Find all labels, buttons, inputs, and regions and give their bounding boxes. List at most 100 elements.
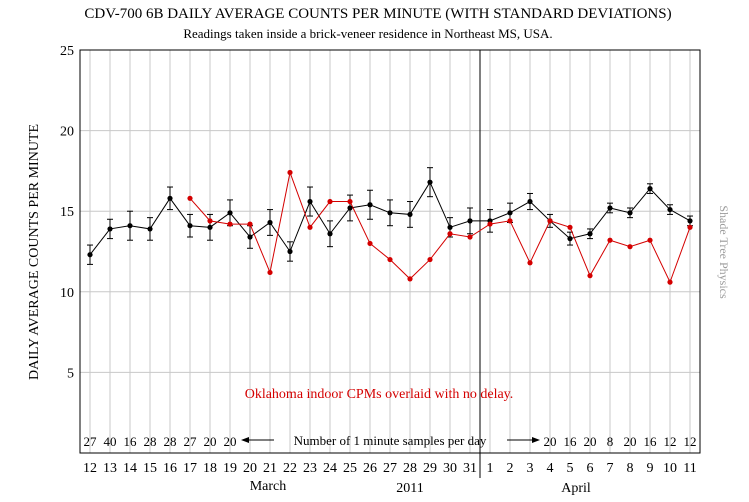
x-tick-label: 13 — [103, 461, 117, 476]
data-point-series-2 — [567, 224, 573, 230]
data-point-series-2 — [407, 276, 413, 282]
sample-count: 20 — [204, 434, 217, 449]
data-point-series-2 — [307, 224, 313, 230]
sample-count: 12 — [664, 434, 677, 449]
data-point-series-2 — [507, 218, 513, 224]
y-tick-label: 10 — [60, 286, 74, 301]
data-point-series-1 — [647, 186, 653, 192]
sample-count: 27 — [184, 434, 198, 449]
y-tick-label: 25 — [60, 44, 74, 59]
sample-count: 20 — [224, 434, 237, 449]
x-tick-label: 8 — [627, 461, 634, 476]
x-tick-labels: 12 13 14 15 16 17 18 19 20 21 22 23 24 25 26 27 28 29 30 31… — [83, 461, 697, 476]
data-point-series-2 — [367, 240, 373, 247]
x-tick-label: 9 — [647, 461, 654, 476]
overlay-annotation: Oklahoma indoor CPMs overlaid with no de… — [245, 387, 514, 402]
data-point-series-1 — [387, 210, 393, 216]
chart-title: CDV-700 6B DAILY AVERAGE COUNTS PER MINU… — [84, 6, 671, 22]
sample-count: 20 — [584, 434, 597, 449]
x-tick-label: 15 — [143, 461, 157, 476]
x-tick-label: 6 — [587, 461, 594, 476]
data-point-series-1 — [527, 198, 533, 205]
data-point-series-2 — [547, 218, 553, 224]
data-point-series-2 — [647, 237, 653, 243]
data-point-series-2 — [667, 279, 673, 285]
right-arrow — [507, 437, 540, 443]
x-tick-label: 7 — [607, 461, 614, 476]
data-point-series-2 — [627, 244, 633, 250]
sample-count: 27 — [84, 434, 98, 449]
x-tick-label: 10 — [663, 461, 677, 476]
data-point-series-2 — [187, 195, 193, 201]
sample-count: 28 — [144, 434, 157, 449]
data-point-series-1 — [507, 210, 513, 216]
x-tick-label: 26 — [363, 461, 377, 476]
x-tick-label: 20 — [243, 461, 257, 476]
sample-count: 12 — [684, 434, 697, 449]
x-tick-label: 11 — [683, 461, 696, 476]
x-tick-label: 2 — [507, 461, 514, 476]
x-tick-label: 24 — [323, 461, 337, 476]
sample-count: 16 — [124, 434, 138, 449]
grid — [80, 49, 700, 453]
data-point-series-2 — [687, 224, 693, 230]
data-point-series-2 — [527, 260, 533, 266]
x-tick-label: 4 — [547, 461, 554, 476]
sample-count: 20 — [544, 434, 557, 449]
data-point-series-1 — [407, 211, 413, 218]
sample-count: 40 — [104, 434, 117, 449]
samples-per-day-label: Number of 1 minute samples per day — [294, 433, 487, 448]
data-point-series-1 — [667, 206, 673, 213]
y-tick-label: 15 — [60, 205, 74, 220]
data-point-series-1 — [107, 226, 113, 232]
x-tick-label: 18 — [203, 461, 217, 476]
data-point-series-1 — [607, 205, 613, 211]
data-point-series-2 — [227, 221, 233, 227]
data-point-series-2 — [347, 198, 353, 205]
sample-count: 16 — [644, 434, 658, 449]
y-tick-labels: 5 10 15 20 25 — [60, 44, 74, 381]
month-label-april: April — [561, 481, 591, 496]
data-point-series-2 — [287, 169, 293, 176]
x-tick-label: 23 — [303, 461, 317, 476]
data-point-series-1 — [327, 231, 333, 237]
data-point-series-1 — [447, 224, 453, 230]
data-point-series-2 — [447, 231, 453, 237]
data-point-series-1 — [167, 195, 173, 201]
data-point-series-1 — [287, 248, 293, 255]
x-tick-label: 21 — [263, 461, 277, 476]
data-point-series-2 — [267, 269, 273, 276]
data-point-series-1 — [267, 219, 273, 226]
side-credit-label: Shade Tree Physics — [717, 205, 731, 299]
x-tick-label: 1 — [487, 461, 494, 476]
x-tick-label: 25 — [343, 461, 357, 476]
x-tick-label: 19 — [223, 461, 237, 476]
data-point-series-1 — [587, 231, 593, 237]
data-point-series-2 — [327, 198, 333, 205]
data-point-series-1 — [347, 205, 353, 211]
chart-subtitle: Readings taken inside a brick-veneer res… — [183, 26, 552, 41]
y-axis-label: DAILY AVERAGE COUNTS PER MINUTE — [27, 124, 42, 380]
series-line-2 — [189, 170, 691, 284]
data-point-series-2 — [587, 273, 593, 279]
data-point-series-2 — [607, 237, 613, 243]
data-point-series-2 — [247, 221, 253, 227]
data-points — [87, 169, 693, 285]
sample-count: 16 — [564, 434, 578, 449]
data-point-series-2 — [467, 234, 473, 240]
sample-count: 8 — [607, 434, 614, 449]
x-tick-label: 5 — [567, 461, 574, 476]
data-point-series-2 — [427, 256, 433, 263]
data-point-series-1 — [127, 223, 133, 229]
data-point-series-1 — [207, 224, 213, 230]
y-tick-label: 20 — [60, 125, 74, 140]
y-tick-label: 5 — [67, 366, 74, 381]
data-point-series-1 — [227, 210, 233, 216]
month-label-march: March — [250, 479, 287, 494]
data-point-series-2 — [487, 221, 493, 227]
x-tick-label: 29 — [423, 461, 437, 476]
data-point-series-1 — [467, 218, 473, 224]
x-tick-label: 28 — [403, 461, 417, 476]
data-point-series-1 — [247, 234, 253, 240]
